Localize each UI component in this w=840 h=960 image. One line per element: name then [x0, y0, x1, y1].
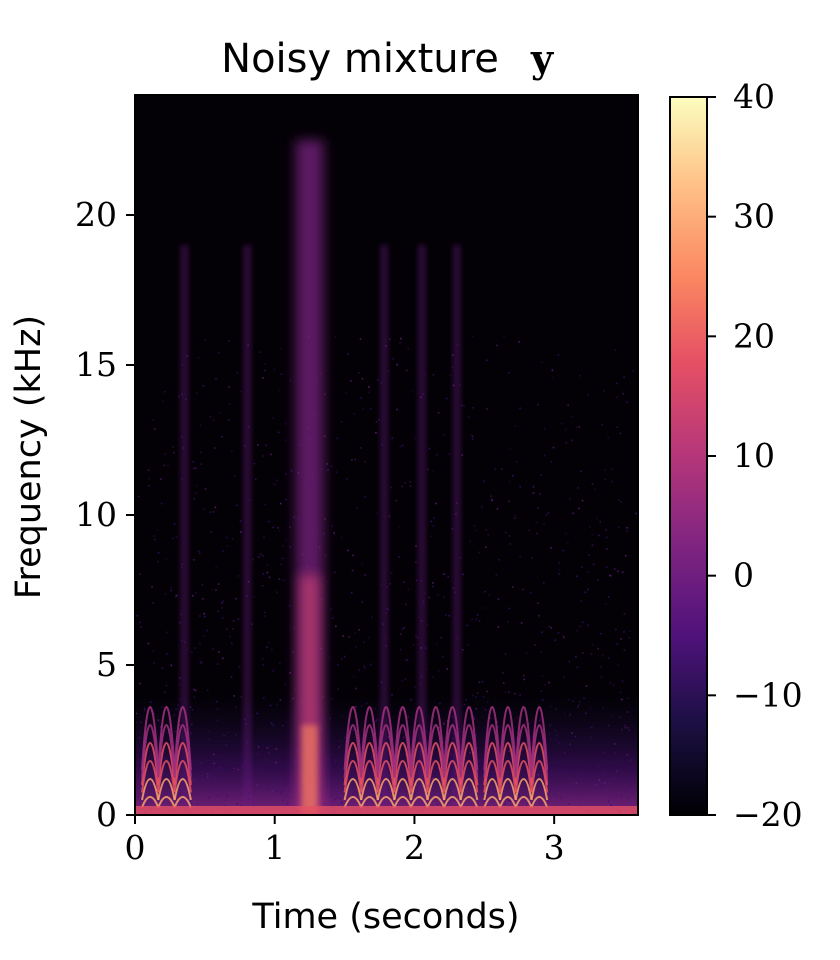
- y-axis-ticks: 0 5 10 15 20: [75, 195, 135, 834]
- narrow-burst: [180, 245, 188, 815]
- colorbar-tick-label: 0: [733, 556, 754, 595]
- colorbar-tick-label: 30: [733, 197, 775, 236]
- x-tick-label: 2: [404, 828, 425, 867]
- colorbar-tick-label: −20: [733, 795, 803, 834]
- x-tick-label: 0: [125, 828, 146, 867]
- y-tick-label: 0: [96, 795, 117, 834]
- baseline-band: [135, 806, 638, 815]
- chart-title-text: Noisy mixture: [221, 36, 499, 82]
- x-tick-label: 3: [544, 828, 565, 867]
- broadband-burst-low: [301, 725, 318, 815]
- y-tick-label: 15: [75, 345, 117, 384]
- colorbar-ticks: −20 −10 0 10 20 30 40: [707, 77, 803, 834]
- x-axis-label: Time (seconds): [251, 897, 519, 937]
- x-tick-label: 1: [264, 828, 285, 867]
- x-axis-ticks: 0 1 2 3: [125, 815, 565, 867]
- narrow-burst: [418, 245, 426, 815]
- colorbar-tick-label: −10: [733, 675, 803, 714]
- colorbar-tick-label: 10: [733, 436, 775, 475]
- harmonics: [141, 706, 549, 808]
- narrow-burst: [380, 245, 388, 815]
- y-tick-label: 10: [75, 495, 117, 534]
- colorbar-tick-label: 40: [733, 77, 775, 116]
- chart-title-symbol: y: [530, 36, 554, 81]
- plot-area: [134, 94, 639, 816]
- colorbar-gradient: [670, 97, 707, 815]
- chart-title: Noisy mixture y: [221, 36, 554, 82]
- plot-frame: [134, 94, 639, 816]
- spectrogram-image: [135, 140, 638, 815]
- y-axis-label: Frequency (kHz): [9, 315, 49, 599]
- y-tick-label: 5: [96, 645, 117, 684]
- y-tick-label: 20: [75, 195, 117, 234]
- narrow-burst: [453, 245, 461, 815]
- colorbar: −20 −10 0 10 20 30 40: [669, 77, 803, 834]
- colorbar-tick-label: 20: [733, 316, 775, 355]
- narrow-burst: [243, 245, 251, 815]
